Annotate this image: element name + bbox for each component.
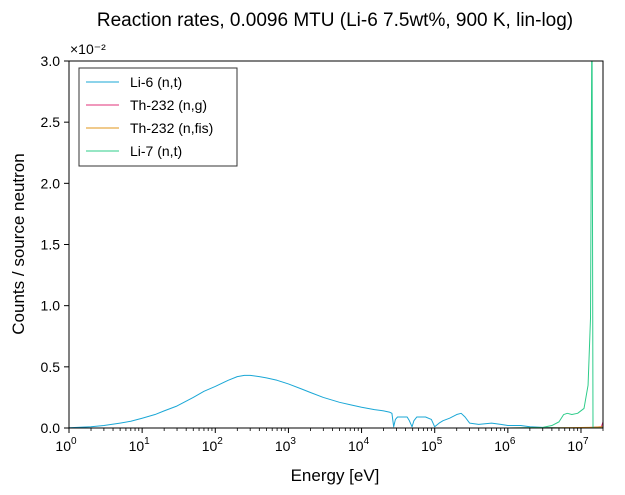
series-line-1 <box>69 421 603 428</box>
x-tick-label-7: 107 <box>567 436 589 454</box>
y-tick-label-1: 0.5 <box>41 359 61 375</box>
y-offset-text: ×10⁻² <box>70 41 106 57</box>
x-axis-label: Energy [eV] <box>291 466 380 485</box>
legend-label-2: Th-232 (n,fis) <box>130 120 213 136</box>
x-tick-label-2: 102 <box>202 436 224 454</box>
x-tick-label-6: 106 <box>494 436 516 454</box>
y-axis-label: Counts / source neutron <box>9 153 28 334</box>
y-tick-label-0: 0.0 <box>41 420 61 436</box>
chart-title: Reaction rates, 0.0096 MTU (Li-6 7.5wt%,… <box>97 10 573 31</box>
x-tick-label-3: 103 <box>275 436 297 454</box>
series-line-0 <box>69 374 603 428</box>
x-tick-label-1: 101 <box>129 436 151 454</box>
x-tick-label-0: 100 <box>55 436 77 454</box>
y-tick-label-4: 2.0 <box>41 175 61 191</box>
y-tick-label-2: 1.0 <box>41 298 61 314</box>
y-tick-label-5: 2.5 <box>41 114 61 130</box>
y-tick-label-6: 3.0 <box>41 53 61 69</box>
series-line-3 <box>69 61 603 428</box>
legend-label-3: Li-7 (n,t) <box>130 143 182 159</box>
y-tick-label-3: 1.5 <box>41 237 61 253</box>
legend-box <box>78 67 238 167</box>
legend-label-0: Li-6 (n,t) <box>130 74 182 90</box>
x-tick-label-5: 105 <box>421 436 443 454</box>
legend-label-1: Th-232 (n,g) <box>130 97 207 113</box>
x-tick-label-4: 104 <box>348 436 370 454</box>
